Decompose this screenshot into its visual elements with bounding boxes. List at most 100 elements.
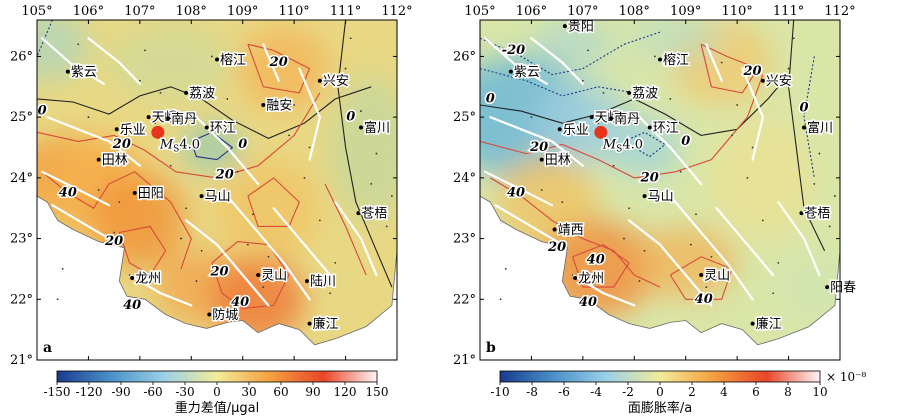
station-dot (329, 292, 332, 295)
city-label: 兴安 (323, 74, 349, 89)
colorbar-tick-label: 10 (812, 385, 827, 399)
contour-value-label: 20 (743, 64, 762, 79)
city-marker (166, 116, 171, 121)
station-dot (746, 176, 749, 179)
longitude-tick-label: 110° (721, 4, 752, 19)
station-dot (375, 152, 378, 155)
city-marker (356, 211, 361, 216)
city-marker (508, 69, 513, 74)
station-dot (77, 43, 80, 46)
latitude-tick-label: 21° (10, 353, 33, 368)
station-dot (792, 37, 795, 40)
station-dot (226, 98, 229, 100)
station-dot (705, 286, 708, 289)
city-marker (609, 116, 614, 121)
colorbar-tick-label: -8 (526, 385, 538, 399)
contour-value-label: 40 (695, 292, 713, 307)
station-dot (710, 255, 713, 258)
station-dot (504, 268, 507, 270)
contour-lines (480, 20, 826, 300)
coastline (36, 19, 398, 346)
station-dot (540, 189, 543, 191)
station-dot (252, 213, 254, 216)
contour-value-label: 20 (210, 264, 229, 279)
station-dot (118, 201, 121, 204)
longitude-tick-label: 109° (227, 4, 258, 19)
city-marker (562, 24, 567, 29)
station-dot (56, 298, 59, 301)
station-dot (787, 67, 790, 70)
city-marker (199, 194, 204, 199)
colorbar-tick-label: 4 (720, 385, 728, 399)
station-dot (571, 274, 574, 276)
longitude-tick-label: 110° (278, 4, 309, 19)
station-dot (221, 128, 224, 131)
colorbar-tick-label: 2 (688, 385, 696, 399)
station-dot (530, 116, 533, 119)
station-dot (556, 231, 559, 234)
city-marker (658, 57, 662, 62)
city-label: 天峨 (595, 111, 621, 126)
longitude-tick-label: 112° (824, 4, 855, 19)
station-dot (195, 280, 198, 282)
station-dot (246, 243, 249, 246)
epicenter-marker (594, 125, 608, 139)
map-frame (36, 19, 398, 361)
station-dot (628, 207, 631, 210)
latitude-tick-label: 23° (453, 232, 476, 247)
contour-value-label: 20 (640, 170, 659, 185)
station-dot (499, 298, 502, 301)
colorbar-tick-label: -6 (558, 385, 570, 399)
station-dot (612, 164, 615, 167)
station-dot (828, 225, 831, 228)
colorbar: -150 -120 -90 -60 -30 0 30 60 90 120 150 重力差值/μgal (44, 370, 389, 416)
colorbar-tick-label: 120 (334, 385, 357, 399)
city-marker (552, 227, 557, 232)
colorbar-tick-label: -10 (490, 385, 509, 399)
longitude-tick-label: 107° (124, 4, 155, 19)
station-dot (210, 55, 213, 58)
city-marker (132, 191, 137, 196)
latitude-tick-label: 25° (453, 110, 476, 125)
panel-label: b (486, 340, 496, 356)
city-marker (215, 57, 219, 62)
station-dot (803, 110, 805, 112)
contour-value-label: 40 (579, 295, 597, 310)
colorbar-tick-label: 30 (241, 385, 256, 399)
contour-value-label: 20 (547, 240, 566, 255)
contour-value-label: 40 (507, 186, 525, 201)
station-dot (334, 261, 337, 264)
city-label: 紫云 (71, 65, 97, 80)
latitude-tick-label: 25° (10, 110, 33, 125)
colorbar-tick-label: 6 (752, 385, 760, 399)
city-label: 乐业 (120, 123, 146, 138)
city-marker (65, 69, 70, 74)
land-field (37, 20, 397, 345)
station-dot (318, 219, 321, 222)
station-dot (180, 237, 182, 240)
station-dot (61, 268, 64, 270)
longitude-tick-label: 106° (73, 4, 104, 19)
colorbar-tick-label: 60 (273, 385, 288, 399)
station-dot (344, 67, 347, 70)
city-marker (539, 157, 544, 162)
station-dot (113, 231, 116, 234)
city-marker (760, 78, 765, 83)
city-marker (799, 211, 804, 216)
colorbar-tick-label: -90 (111, 385, 130, 399)
city-marker (114, 127, 119, 132)
city-label: 马山 (648, 190, 674, 205)
city-label: 防城 (212, 307, 238, 323)
contour-value-label: 40 (231, 295, 249, 310)
city-label: 龙州 (578, 272, 604, 287)
fault-lines (484, 37, 821, 307)
station-dot (169, 164, 172, 167)
colorbar-tick-label: 150 (366, 385, 389, 399)
colorbar-tick-label: -4 (590, 385, 602, 399)
city-marker (130, 276, 135, 281)
city-marker (573, 276, 578, 281)
station-dot (303, 176, 306, 179)
station-dot (390, 195, 393, 197)
city-label: 乐业 (563, 123, 589, 138)
